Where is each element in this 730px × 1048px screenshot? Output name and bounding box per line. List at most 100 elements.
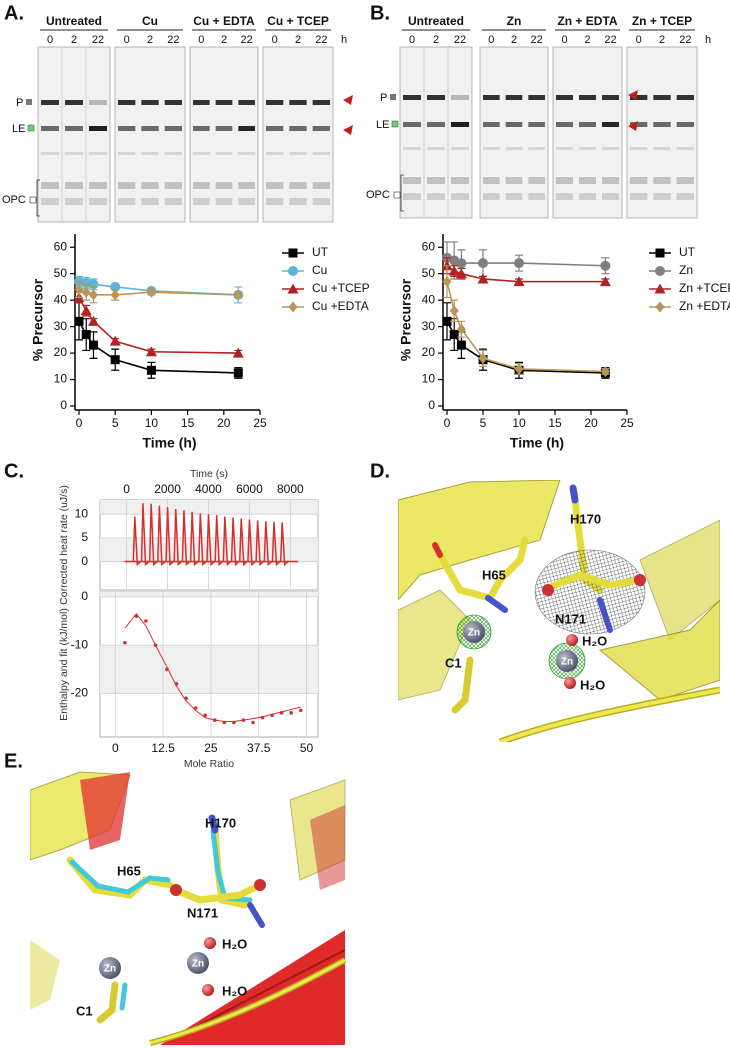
x-tick-label: 0 <box>112 741 119 755</box>
y-tick-label: 0 <box>81 589 88 603</box>
band-marker <box>391 120 399 128</box>
gel-band <box>505 147 523 150</box>
gel-image <box>114 46 186 223</box>
marker <box>110 355 120 365</box>
lane-label: 0 <box>198 34 204 46</box>
x-tick-label: 20 <box>584 416 598 430</box>
heat-peak <box>157 505 166 567</box>
marker <box>514 363 524 375</box>
heat-peak <box>148 503 158 567</box>
x-tick-label: 20 <box>217 416 231 430</box>
marker <box>88 289 98 301</box>
gel-band <box>676 147 694 150</box>
legend-label: Cu +EDTA <box>312 299 369 313</box>
gel-band <box>141 152 159 155</box>
marker <box>88 340 98 350</box>
heat-peak <box>165 507 175 567</box>
marker <box>600 260 611 271</box>
data-point <box>144 619 148 623</box>
panel-label: E. <box>4 750 23 772</box>
series-line <box>78 297 239 354</box>
marker <box>74 316 84 326</box>
lane-label: 2 <box>147 34 153 46</box>
gel-band <box>602 147 619 150</box>
fit-line <box>124 612 301 723</box>
marker <box>477 273 489 284</box>
gel-band <box>312 126 330 131</box>
lane-label: 22 <box>315 34 327 46</box>
plot-band <box>100 645 318 694</box>
series-line <box>446 320 606 374</box>
gel-band <box>528 95 545 100</box>
gel-band <box>312 198 330 205</box>
data-point <box>298 708 303 713</box>
gel-band <box>266 182 284 189</box>
gel-band <box>528 147 545 150</box>
gel-group-label: Cu + TCEP <box>267 14 329 28</box>
marker <box>456 340 466 350</box>
lane-label: 22 <box>167 34 179 46</box>
gel-band <box>164 126 182 131</box>
gel-group-label: Cu <box>142 14 158 28</box>
residue-label: H65 <box>117 863 141 878</box>
x-tick-label: 10 <box>145 416 159 430</box>
band-marker <box>29 196 37 204</box>
heat-peak <box>132 516 142 567</box>
structure-image <box>398 480 720 742</box>
gel-band <box>193 182 210 189</box>
residue-label: H170 <box>205 815 236 830</box>
lane-label: 22 <box>679 34 691 46</box>
y-tick-label: 40 <box>422 292 436 306</box>
gel-band <box>602 177 619 184</box>
band-label: OPC <box>2 194 26 206</box>
gel-band <box>89 152 107 155</box>
gel-band <box>118 182 136 189</box>
gel-band <box>193 198 210 205</box>
gel-band <box>483 177 500 184</box>
structure-image <box>30 770 348 1046</box>
y-tick-label: 60 <box>54 239 68 253</box>
x-tick-label: 25 <box>253 416 267 430</box>
panel-label: B. <box>370 2 390 24</box>
series-line <box>446 281 606 373</box>
gel-band <box>141 198 159 205</box>
gel-band <box>289 126 307 131</box>
gel-band <box>528 193 545 200</box>
x-tick-label: 15 <box>181 416 195 430</box>
gel-band <box>556 122 573 127</box>
plot-band <box>100 537 318 562</box>
gel-band <box>483 147 500 150</box>
lane-label: 2 <box>295 34 301 46</box>
gel-band <box>505 122 523 127</box>
band-label: OPC <box>366 189 390 201</box>
legend-label: Zn +TCEP <box>679 281 730 295</box>
lane-label: 22 <box>92 34 104 46</box>
y-tick-label: 40 <box>54 292 68 306</box>
gel-image <box>626 46 698 219</box>
gel-band <box>266 152 284 155</box>
gel-band <box>556 193 573 200</box>
gel-band <box>215 126 233 131</box>
gel-band <box>483 95 500 100</box>
y-tick-label: 10 <box>422 372 436 386</box>
marker <box>87 315 99 326</box>
gel-band <box>653 122 671 127</box>
panel-label: C. <box>4 460 24 482</box>
y-tick-label: 60 <box>422 239 436 253</box>
gel-band <box>89 100 107 105</box>
unit-label: h <box>341 34 347 46</box>
gel-band <box>164 152 182 155</box>
gel-band <box>483 122 500 127</box>
gel-band <box>403 193 421 200</box>
lane-label: 22 <box>454 34 466 46</box>
gel-band <box>65 182 83 189</box>
gel-group-label: Untreated <box>408 14 464 28</box>
gel-band <box>266 100 284 105</box>
heat-peak <box>140 503 150 567</box>
gel-band <box>312 152 330 155</box>
gel-band <box>451 147 469 150</box>
marker <box>449 330 459 340</box>
gel-band <box>630 177 648 184</box>
gel-band <box>451 122 469 127</box>
